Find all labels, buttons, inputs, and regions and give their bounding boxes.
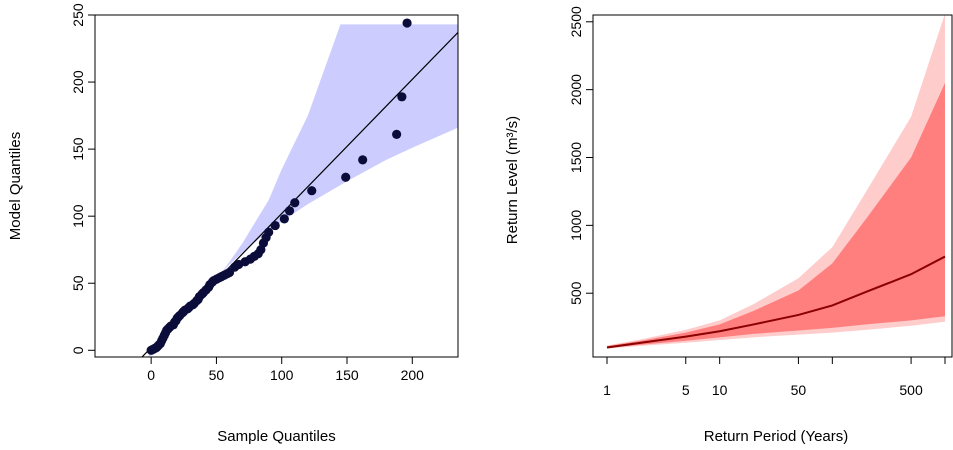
x-tick-label: 100 bbox=[270, 367, 294, 383]
data-point bbox=[341, 172, 351, 182]
plot-frame bbox=[94, 14, 459, 358]
y-axis-title: Return Level (m³/s) bbox=[504, 116, 521, 244]
x-tick-label: 50 bbox=[209, 367, 225, 383]
y-tick-label: 50 bbox=[70, 275, 86, 291]
x-axis-title: Return Period (Years) bbox=[704, 428, 849, 445]
data-point bbox=[402, 18, 412, 28]
data-point bbox=[392, 129, 402, 139]
x-axis-title: Sample Quantiles bbox=[217, 428, 335, 445]
x-tick-label: 1 bbox=[603, 382, 611, 398]
x-tick-label: 5 bbox=[682, 382, 690, 398]
return-level-line bbox=[606, 255, 946, 349]
y-tick-label: 1000 bbox=[568, 210, 584, 241]
y-axis-title: Model Quantiles bbox=[7, 132, 24, 240]
x-tick-label: 500 bbox=[899, 382, 923, 398]
y-tick-label: 2000 bbox=[568, 74, 584, 105]
x-tick-label: 0 bbox=[147, 367, 155, 383]
y-tick-label: 0 bbox=[70, 346, 86, 354]
y-tick-label: 150 bbox=[70, 137, 86, 161]
qq-plot-panel: 0 50 100 150 200 0 50 100 150 200 250 Sample Quanti… bbox=[7, 3, 459, 445]
y-tick-label: 500 bbox=[568, 281, 584, 305]
inner-confidence-band bbox=[607, 82, 945, 349]
x-tick-label: 200 bbox=[401, 367, 425, 383]
confidence-band bbox=[147, 24, 458, 357]
data-point bbox=[284, 206, 295, 216]
y-tick-label: 100 bbox=[70, 204, 86, 228]
x-tick-label: 50 bbox=[791, 382, 807, 398]
data-point bbox=[270, 220, 280, 231]
data-point bbox=[279, 214, 289, 224]
plot-frame bbox=[592, 14, 953, 358]
y-tick-label: 2500 bbox=[568, 6, 584, 37]
x-tick-label: 150 bbox=[335, 367, 359, 383]
data-point bbox=[264, 227, 274, 237]
y-tick-label: 200 bbox=[70, 70, 86, 94]
y-tick-label: 250 bbox=[70, 3, 86, 27]
x-tick-label: 10 bbox=[712, 382, 728, 398]
y-tick-label: 1500 bbox=[568, 142, 584, 173]
return-level-plot-panel: 1 5 10 50 500 500 1000 1500 2000 2500 Return Perio… bbox=[504, 6, 953, 445]
data-point bbox=[307, 186, 317, 196]
data-point bbox=[358, 155, 368, 165]
data-point bbox=[397, 92, 407, 102]
data-point bbox=[290, 198, 300, 208]
